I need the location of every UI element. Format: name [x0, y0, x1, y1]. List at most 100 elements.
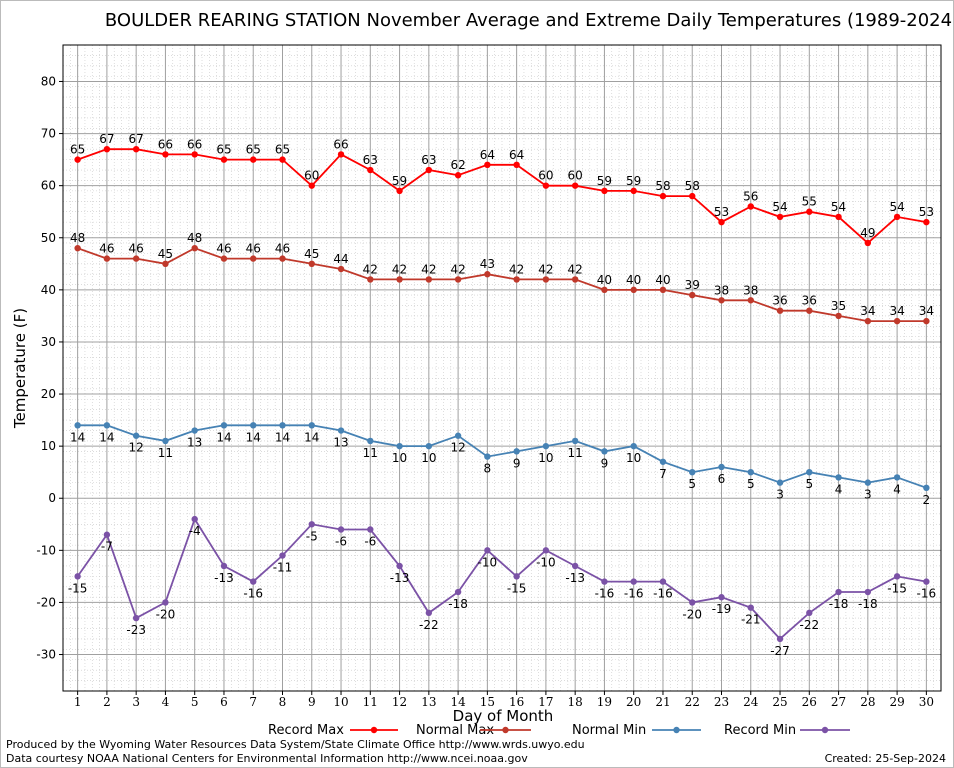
- x-tick-label: 19: [597, 695, 612, 709]
- data-label-normal-max: 40: [655, 273, 670, 287]
- data-label-record-min: -16: [653, 587, 673, 601]
- legend-swatch-marker: [673, 726, 680, 734]
- legend-item-normal-min: Normal Min: [572, 723, 701, 738]
- data-label-normal-max: 42: [421, 262, 436, 276]
- data-label-record-min: -21: [741, 613, 761, 627]
- x-tick-label: 8: [279, 695, 287, 709]
- data-label-record-max: 65: [275, 143, 290, 157]
- data-label-normal-max: 46: [275, 242, 290, 256]
- data-label-normal-max: 46: [216, 242, 231, 256]
- data-label-record-max: 54: [772, 200, 787, 214]
- data-label-record-min: -19: [712, 602, 732, 616]
- data-point-record-max: [806, 208, 813, 215]
- data-point-record-max: [279, 156, 286, 163]
- data-point-record-min: [279, 552, 286, 559]
- data-label-normal-max: 42: [509, 262, 524, 276]
- data-label-normal-max: 44: [333, 252, 348, 266]
- data-label-normal-max: 42: [363, 262, 378, 276]
- data-label-record-min: -16: [624, 587, 644, 601]
- data-label-record-max: 60: [304, 169, 319, 183]
- data-point-normal-min: [162, 437, 169, 445]
- data-label-normal-min: 10: [538, 451, 553, 465]
- x-tick-label: 29: [889, 695, 904, 709]
- data-label-normal-max: 42: [392, 262, 407, 276]
- series-normal-max: 48 46 46 45 48 46 46 46 45 44 42 42 42 42 43 42 42 42 40 40…: [70, 231, 934, 325]
- data-point-normal-min: [776, 479, 784, 486]
- data-point-normal-max: [250, 255, 257, 262]
- data-point-record-max: [571, 182, 579, 189]
- data-point-normal-min: [250, 422, 257, 429]
- data-label-record-min: -5: [306, 529, 318, 543]
- data-label-record-min: -16: [243, 587, 263, 601]
- data-label-normal-min: 5: [688, 477, 696, 491]
- data-point-record-min: [630, 578, 637, 585]
- data-label-normal-min: 9: [601, 456, 609, 470]
- data-point-normal-max: [367, 276, 374, 283]
- y-tick-label: 0: [48, 491, 56, 505]
- data-label-normal-max: 38: [743, 283, 758, 297]
- data-label-normal-max: 40: [626, 273, 641, 287]
- y-tick-label: 60: [41, 179, 56, 193]
- data-point-record-max: [747, 203, 754, 210]
- x-tick-label: 15: [480, 695, 495, 709]
- data-label-record-max: 60: [568, 169, 583, 183]
- data-label-record-min: -22: [799, 618, 819, 632]
- data-label-normal-max: 34: [860, 304, 875, 318]
- legend-swatch-marker: [370, 726, 378, 734]
- data-point-normal-min: [659, 458, 667, 465]
- data-point-normal-min: [337, 427, 345, 434]
- data-point-record-max: [220, 156, 228, 163]
- data-label-record-min: -23: [126, 623, 146, 637]
- data-point-normal-max: [571, 276, 579, 283]
- data-point-record-max: [250, 156, 257, 163]
- x-tick-label: 25: [772, 695, 787, 709]
- data-label-normal-max: 43: [480, 257, 495, 271]
- data-point-normal-min: [308, 422, 315, 429]
- data-label-record-min: -15: [68, 581, 88, 595]
- y-tick-label: -30: [36, 648, 56, 662]
- data-point-normal-max: [513, 276, 520, 283]
- data-point-normal-min: [747, 468, 754, 476]
- plot-frame: [62, 44, 942, 692]
- data-point-record-min: [689, 599, 696, 606]
- data-label-normal-min: 14: [304, 430, 319, 444]
- data-label-normal-max: 36: [772, 294, 787, 308]
- data-label-record-max: 58: [655, 179, 670, 193]
- data-point-record-max: [659, 192, 667, 200]
- data-label-record-min: -27: [770, 644, 790, 658]
- data-point-normal-max: [923, 317, 930, 325]
- data-label-record-max: 63: [363, 153, 378, 167]
- data-point-record-max: [162, 151, 169, 158]
- data-point-record-max: [864, 239, 872, 247]
- data-point-normal-min: [806, 468, 813, 476]
- data-point-record-max: [893, 213, 901, 221]
- y-tick-label: 50: [41, 231, 56, 245]
- x-tick-label: 2: [103, 695, 111, 709]
- data-point-record-min: [454, 588, 462, 596]
- data-label-normal-min: 13: [187, 436, 202, 450]
- data-point-record-max: [74, 156, 81, 163]
- data-label-normal-max: 48: [70, 231, 85, 245]
- data-point-record-min: [162, 599, 169, 606]
- data-label-record-max: 67: [99, 132, 114, 146]
- data-label-normal-max: 45: [304, 247, 319, 261]
- y-tick-label: -20: [36, 595, 56, 609]
- data-point-normal-min: [689, 468, 696, 476]
- data-label-normal-min: 8: [484, 462, 492, 476]
- data-point-normal-min: [367, 437, 374, 445]
- data-point-record-max: [454, 172, 462, 179]
- data-point-normal-max: [864, 317, 872, 325]
- data-point-record-max: [718, 218, 725, 226]
- data-label-record-min: -18: [448, 597, 468, 611]
- data-point-normal-max: [747, 297, 754, 304]
- data-label-record-min: -13: [390, 571, 410, 585]
- data-point-normal-max: [601, 286, 608, 294]
- data-label-normal-min: 5: [805, 477, 813, 491]
- data-point-record-min: [337, 526, 345, 533]
- data-point-normal-min: [864, 479, 872, 486]
- legend-label: Normal Min: [572, 723, 646, 738]
- data-label-record-max: 64: [509, 148, 524, 162]
- data-label-normal-min: 2: [923, 493, 931, 507]
- data-point-record-max: [367, 166, 374, 174]
